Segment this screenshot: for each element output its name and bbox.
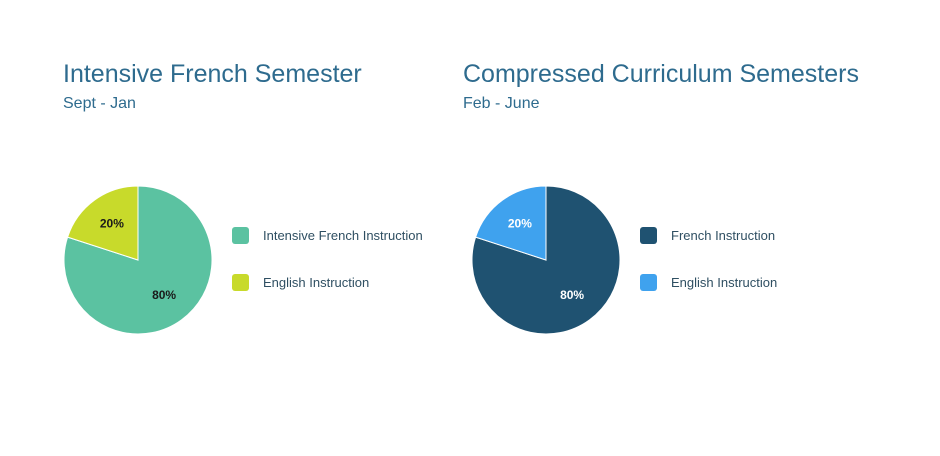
chart-title: Compressed Curriculum Semesters: [463, 60, 859, 88]
slice-value-label: 80%: [560, 288, 584, 302]
slice-value-label: 80%: [152, 288, 176, 302]
pie-chart: 80% 20%: [471, 185, 621, 335]
slice-value-label: 20%: [508, 216, 532, 230]
slice-value-label: 20%: [100, 216, 124, 230]
legend-label: French Instruction: [671, 227, 776, 243]
pie-slice: [471, 185, 621, 335]
pie-slice: [474, 185, 547, 261]
legend-item: English Instruction: [232, 271, 369, 293]
chart-subtitle: Feb - June: [463, 95, 540, 112]
pie-slice: [63, 185, 213, 335]
legend-label: English Instruction: [671, 274, 778, 290]
legend-item: English Instruction: [640, 271, 777, 293]
legend-label: Intensive French Instruction: [263, 227, 423, 243]
chart-title: Intensive French Semester: [63, 60, 362, 88]
legend-swatch: [232, 226, 249, 244]
chart-panel-compressed: Compressed Curriculum Semesters Feb - Ju…: [400, 0, 940, 456]
legend-swatch: [640, 273, 657, 291]
pie-slice: [66, 185, 139, 261]
legend-label: English Instruction: [263, 274, 370, 290]
legend-item: French Instruction: [640, 224, 775, 246]
pie-chart: 80% 20%: [63, 185, 213, 335]
legend-swatch: [640, 226, 657, 244]
chart-subtitle: Sept - Jan: [63, 95, 136, 112]
chart-panel-intensive: Intensive French Semester Sept - Jan 80%…: [0, 0, 440, 456]
legend-swatch: [232, 273, 249, 291]
legend-item: Intensive French Instruction: [232, 224, 423, 246]
